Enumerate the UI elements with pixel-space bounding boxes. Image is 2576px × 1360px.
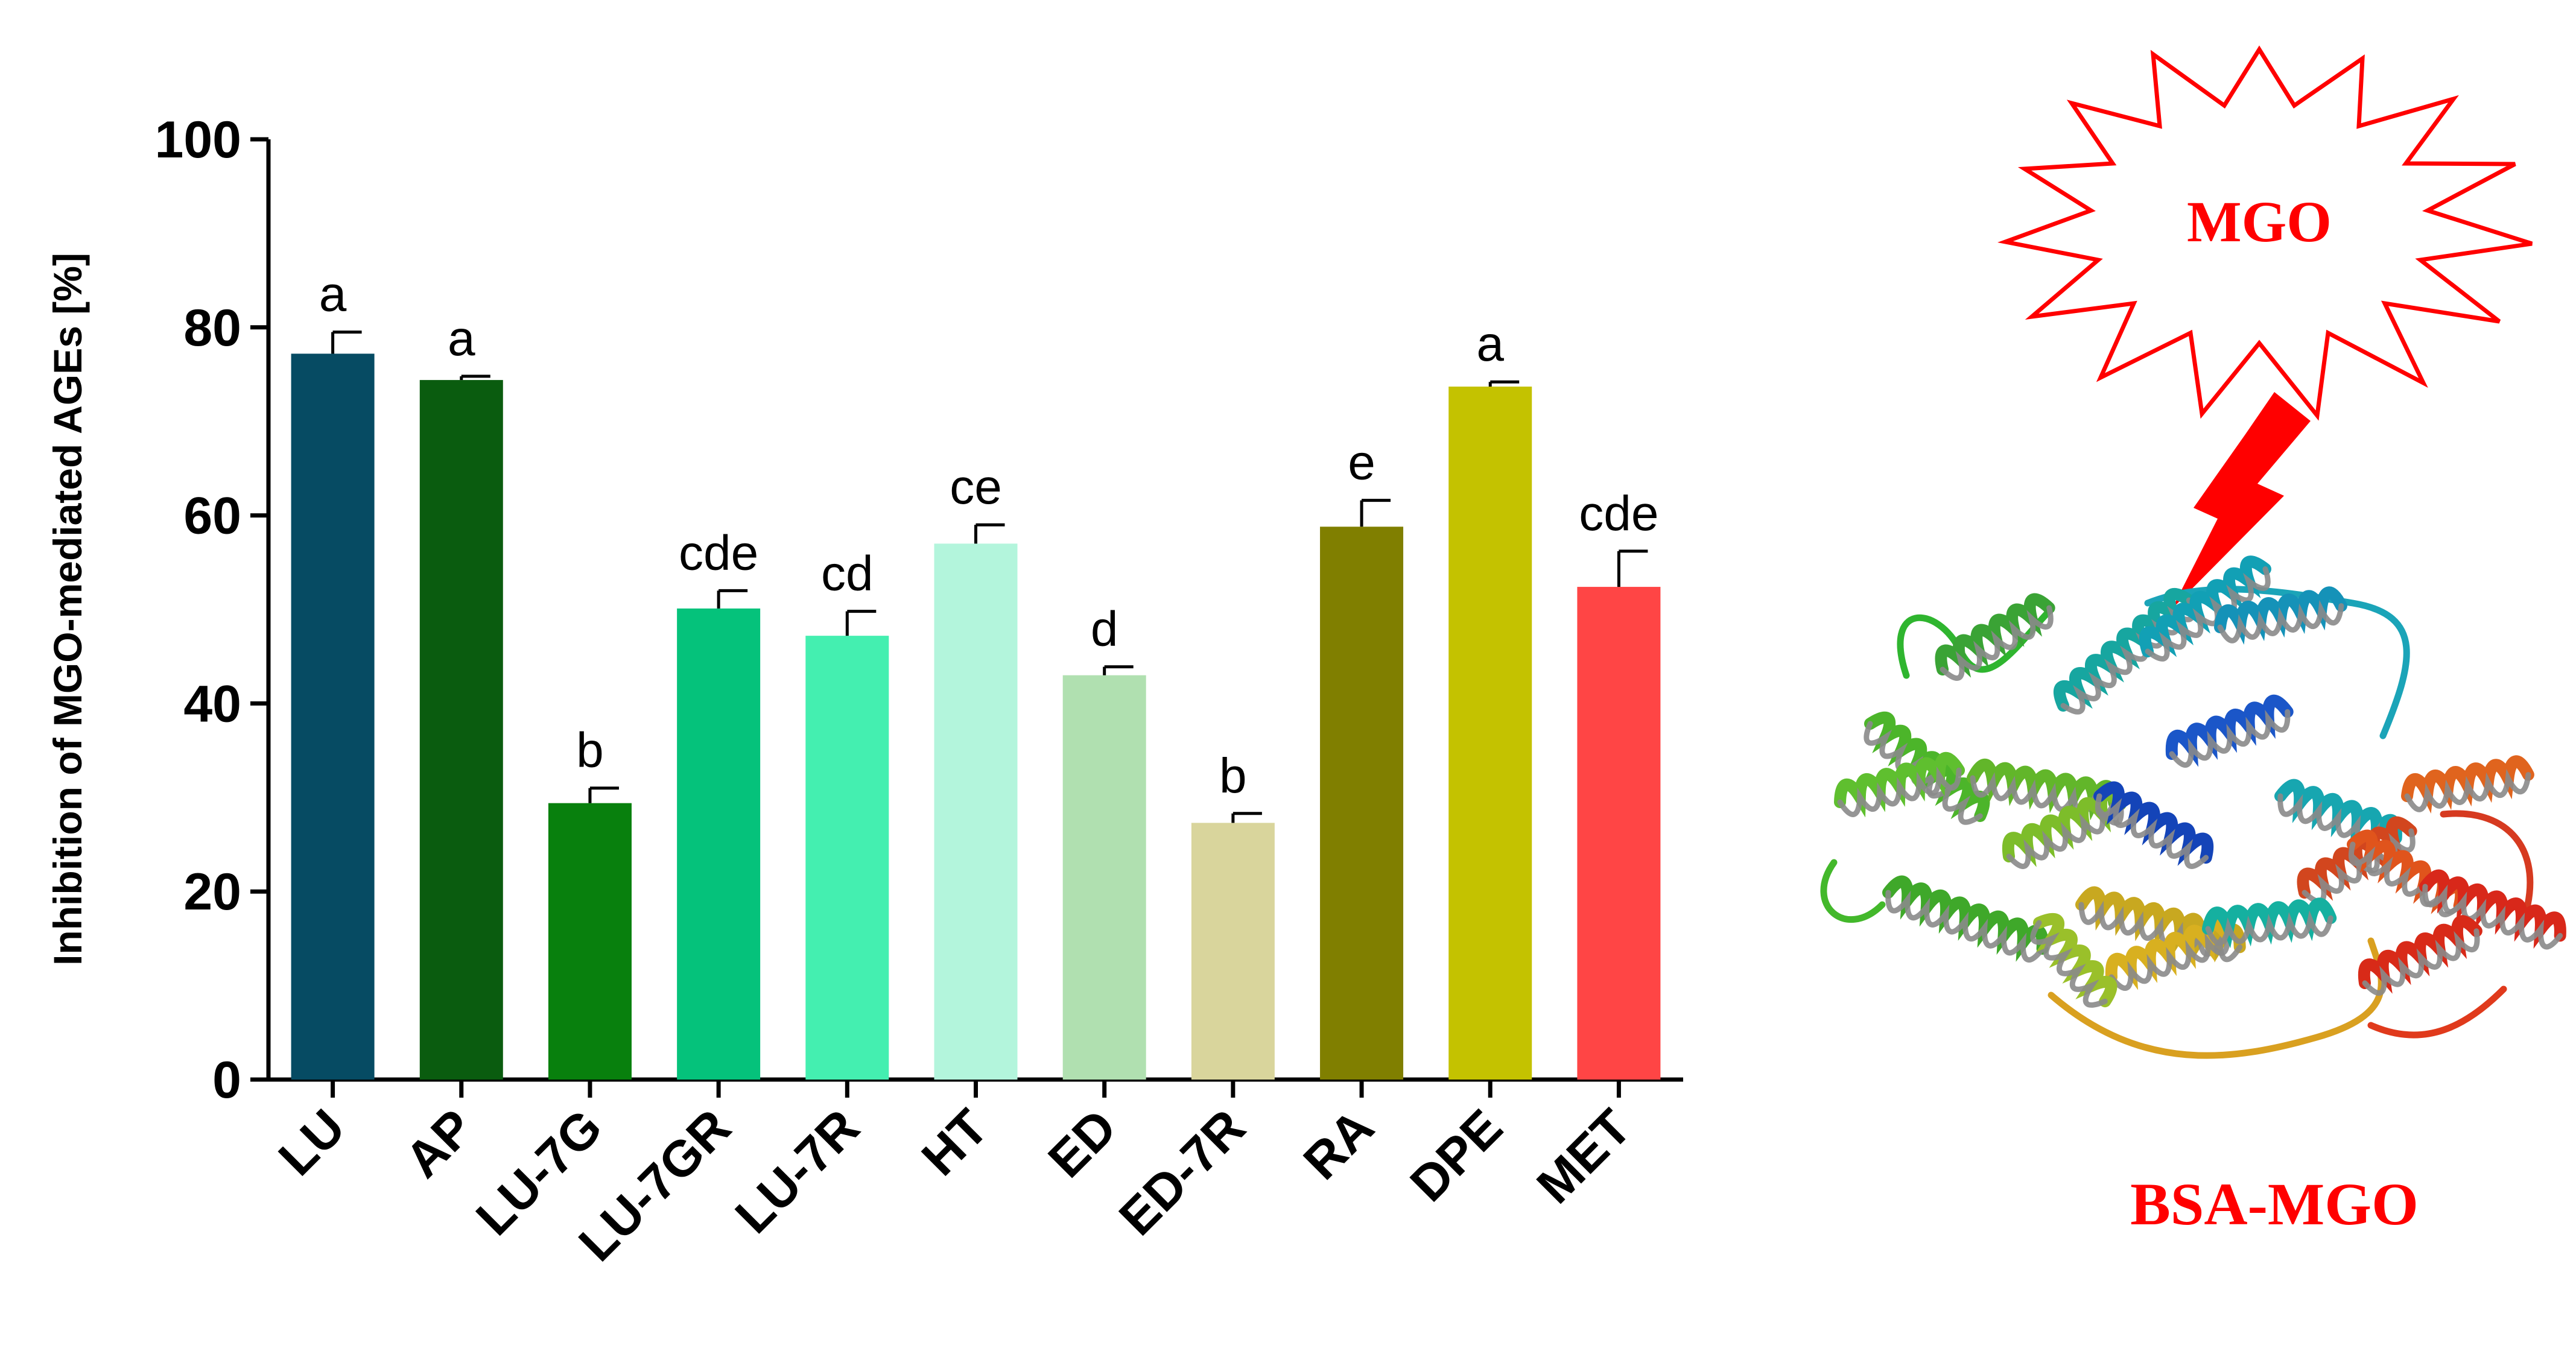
bar bbox=[1062, 675, 1146, 1080]
y-axis-ticks: 0 20 40 60 80 100 bbox=[155, 111, 268, 1109]
alpha-helix bbox=[1882, 875, 2049, 963]
alpha-helix bbox=[2401, 755, 2534, 814]
bar bbox=[805, 636, 889, 1080]
y-tick-label: 40 bbox=[183, 675, 241, 733]
alpha-helix bbox=[2358, 915, 2482, 996]
x-tick-label: DPE bbox=[1399, 1098, 1513, 1212]
alpha-helix bbox=[1834, 751, 1965, 818]
significance-label: e bbox=[1348, 435, 1375, 490]
significance-label: a bbox=[319, 267, 347, 322]
significance-label: a bbox=[448, 311, 475, 366]
x-tick-label: AP bbox=[395, 1098, 484, 1188]
alpha-helix bbox=[2105, 917, 2233, 991]
significance-label: a bbox=[1476, 317, 1504, 372]
x-tick-label: LU bbox=[268, 1098, 356, 1186]
x-tick-label: LU-7R bbox=[725, 1098, 870, 1244]
protein-label: BSA-MGO bbox=[2130, 1171, 2419, 1238]
bar bbox=[934, 543, 1018, 1080]
alpha-helix bbox=[2202, 897, 2337, 949]
burst-icon bbox=[1997, 45, 2533, 421]
bar bbox=[677, 608, 761, 1080]
bar bbox=[1191, 823, 1275, 1080]
significance-label: b bbox=[576, 723, 604, 778]
burst-label: MGO bbox=[2187, 189, 2332, 254]
bar bbox=[1577, 587, 1661, 1080]
y-tick-label: 100 bbox=[155, 111, 242, 169]
significance-label: cd bbox=[821, 546, 874, 601]
x-tick-label: ED bbox=[1037, 1098, 1127, 1188]
y-tick-label: 0 bbox=[212, 1051, 241, 1109]
coil-loop bbox=[1820, 859, 1886, 923]
coil-loop bbox=[2367, 985, 2507, 1039]
mgo-burst: MGO bbox=[1997, 45, 2533, 421]
bar bbox=[1320, 527, 1404, 1080]
bar bbox=[419, 380, 503, 1080]
lightning-bolt-icon bbox=[2172, 392, 2311, 609]
bar bbox=[291, 353, 375, 1080]
y-tick-label: 60 bbox=[183, 487, 241, 545]
bar bbox=[1448, 387, 1532, 1080]
bar bbox=[548, 803, 632, 1080]
alpha-helix bbox=[2419, 869, 2566, 950]
x-tick-label: HT bbox=[911, 1098, 999, 1186]
alpha-helix bbox=[2214, 586, 2347, 645]
y-axis-label: Inhibition of MGO-mediated AGEs [%] bbox=[45, 253, 90, 966]
significance-label: cde bbox=[679, 525, 758, 580]
x-tick-label: MET bbox=[1526, 1098, 1642, 1214]
significance-label: cde bbox=[1579, 486, 1658, 541]
alpha-helix bbox=[2030, 912, 2118, 1008]
y-tick-label: 80 bbox=[183, 299, 241, 357]
significance-label: d bbox=[1091, 602, 1118, 657]
significance-label: b bbox=[1219, 748, 1247, 803]
alpha-helix bbox=[2165, 694, 2294, 768]
x-tick-label: ED-7R bbox=[1108, 1098, 1256, 1246]
bar-series: a a b cde cd ce d b e a cde bbox=[291, 267, 1661, 1080]
significance-label: ce bbox=[950, 460, 1002, 514]
y-tick-label: 20 bbox=[183, 863, 241, 921]
alpha-helix bbox=[2093, 781, 2214, 869]
x-tick-label: RA bbox=[1293, 1098, 1385, 1190]
coil-loop bbox=[2440, 810, 2534, 908]
alpha-helix bbox=[1935, 593, 2055, 681]
bsa-protein-structure bbox=[1820, 555, 2566, 1059]
